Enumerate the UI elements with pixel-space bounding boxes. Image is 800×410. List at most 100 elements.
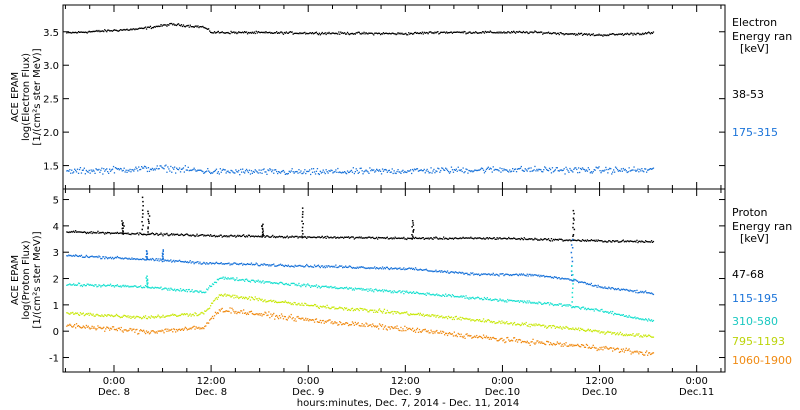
proton-point [356, 266, 358, 268]
proton-point [110, 232, 113, 234]
proton-point [523, 322, 525, 325]
electron-point [386, 32, 388, 35]
electron-point [461, 31, 463, 33]
proton-point [165, 315, 167, 317]
proton-point [511, 237, 513, 240]
proton-point [545, 325, 547, 327]
proton-point [389, 328, 391, 330]
proton-point [66, 284, 68, 286]
proton-spike-point [572, 217, 575, 219]
electron-point [401, 170, 403, 172]
electron-point [288, 170, 290, 172]
proton-point [404, 325, 406, 327]
electron-point [267, 169, 269, 171]
electron-point [228, 171, 230, 173]
electron-point [594, 169, 596, 171]
proton-point [171, 328, 173, 330]
proton-point [203, 235, 205, 237]
proton-point [318, 285, 320, 288]
proton-point [195, 235, 197, 237]
electron-point [112, 29, 115, 31]
proton-point [251, 264, 253, 266]
proton-point [628, 348, 630, 350]
proton-point [456, 335, 458, 338]
proton-point [115, 313, 118, 316]
proton-point [107, 326, 109, 329]
proton-point [526, 325, 528, 327]
proton-point [488, 299, 490, 301]
electron-point [557, 170, 559, 172]
proton-point [330, 236, 332, 238]
proton-point [98, 232, 100, 234]
proton-point [469, 274, 471, 276]
proton-point [120, 286, 122, 288]
proton-point [630, 240, 632, 242]
electron-point [383, 169, 386, 171]
proton-point [250, 235, 253, 237]
proton-point [306, 319, 308, 321]
electron-point [218, 173, 220, 175]
electron-point [587, 33, 589, 35]
proton-point [351, 289, 354, 291]
proton-point [441, 332, 443, 334]
proton-point [354, 267, 356, 269]
electron-point [256, 32, 258, 34]
proton-point [433, 270, 435, 272]
proton-point [622, 239, 624, 241]
electron-point [431, 32, 433, 34]
proton-point [310, 286, 312, 288]
proton-point [618, 313, 621, 316]
proton-point [420, 314, 422, 316]
proton-point [247, 280, 250, 282]
electron-point [465, 168, 467, 170]
electron-point [89, 31, 91, 33]
electron-point [247, 31, 250, 34]
electron-point [502, 32, 504, 34]
electron-point [353, 33, 355, 35]
proton-point [138, 258, 140, 261]
electron-point [266, 173, 268, 175]
proton-point [430, 294, 432, 296]
proton-point [421, 330, 423, 332]
proton-point [324, 285, 326, 287]
proton-point [446, 295, 448, 297]
proton-point [292, 265, 294, 268]
proton-point [171, 314, 173, 316]
proton-point [346, 309, 349, 311]
proton-point [424, 237, 426, 240]
proton-point [151, 316, 153, 318]
proton-point [620, 348, 623, 350]
proton-point [480, 297, 483, 300]
proton-point [198, 314, 200, 316]
proton-point [480, 320, 483, 323]
electron-point [158, 168, 160, 170]
proton-point [606, 311, 608, 313]
proton-point [395, 312, 397, 314]
proton-point [466, 318, 468, 320]
proton-point [99, 315, 101, 317]
proton-point [152, 258, 154, 260]
electron-point [567, 33, 569, 36]
proton-point [106, 256, 108, 259]
proton-point [204, 310, 206, 312]
proton-point [253, 299, 255, 301]
electron-point [365, 169, 367, 171]
proton-point [467, 318, 469, 320]
electron-point [621, 33, 623, 35]
proton-point [86, 255, 88, 258]
electron-series-1 [66, 164, 655, 176]
proton-point [605, 310, 607, 313]
proton-point [304, 284, 306, 286]
proton-point [155, 316, 157, 319]
proton-point [142, 317, 144, 319]
proton-point [258, 281, 260, 283]
electron-point [363, 31, 365, 33]
electron-point [406, 171, 408, 174]
proton-point [71, 326, 73, 328]
electron-point [344, 32, 346, 34]
proton-point [98, 315, 100, 317]
proton-point [574, 239, 576, 241]
electron-point [417, 32, 420, 35]
proton-point [582, 306, 585, 308]
proton-point [366, 323, 368, 325]
